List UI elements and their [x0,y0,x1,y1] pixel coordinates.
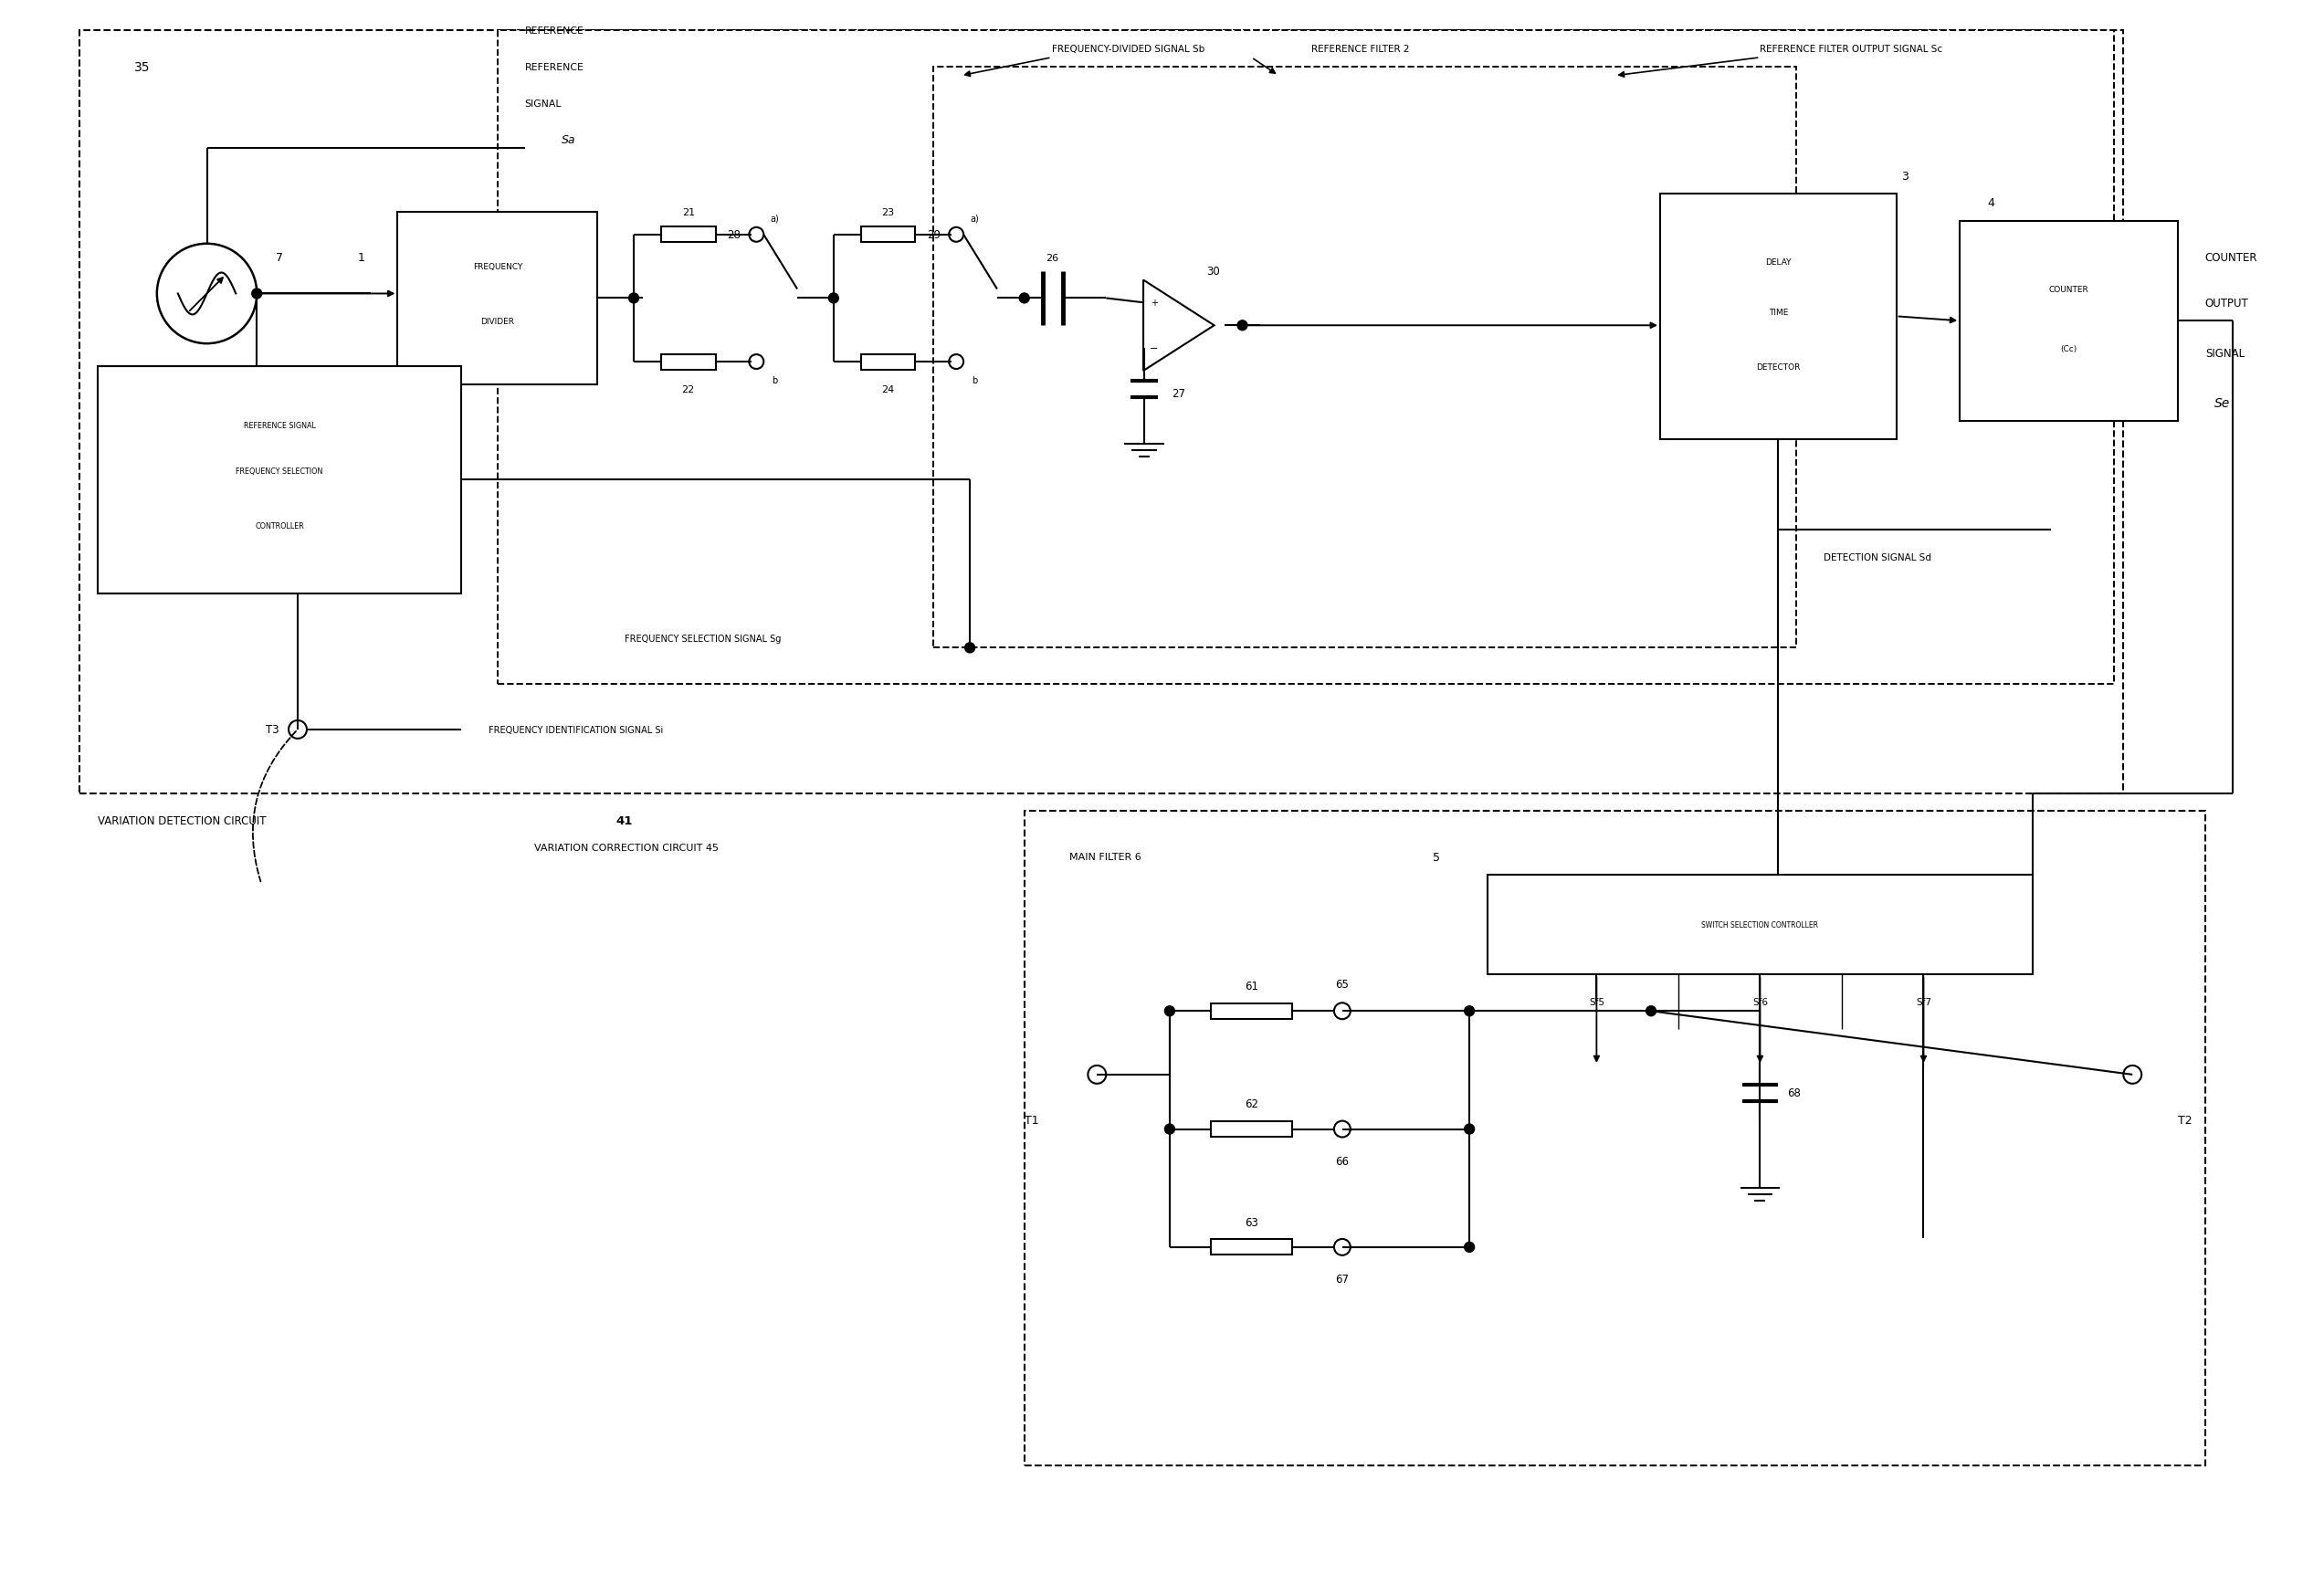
Text: SWITCH SELECTION CONTROLLER: SWITCH SELECTION CONTROLLER [1702,921,1819,929]
Text: MAIN FILTER 6: MAIN FILTER 6 [1071,852,1142,862]
Text: DIVIDER: DIVIDER [481,318,514,326]
Bar [1025,812,2204,1465]
Text: Sf6: Sf6 [1753,997,1769,1007]
Circle shape [1647,1007,1656,1017]
Text: 27: 27 [1172,388,1186,401]
Text: 5: 5 [1432,851,1439,863]
Text: +: + [1152,298,1158,308]
Bar [99,367,461,594]
Text: 22: 22 [682,385,696,394]
Bar [398,212,596,385]
Text: CONTROLLER: CONTROLLER [256,522,304,530]
Text: DELAY: DELAY [1764,259,1792,267]
Polygon shape [1142,281,1214,372]
Text: Sf5: Sf5 [1589,997,1605,1007]
Text: FREQUENCY SELECTION: FREQUENCY SELECTION [235,468,322,476]
Text: 67: 67 [1336,1274,1350,1285]
Text: 66: 66 [1336,1156,1350,1167]
Bar [861,228,914,243]
Bar [1488,875,2034,975]
Text: a): a) [970,214,979,223]
Text: 62: 62 [1244,1098,1257,1109]
Circle shape [1465,1007,1474,1017]
Bar [861,354,914,370]
Text: 4: 4 [1987,198,1994,209]
Text: Se: Se [2213,397,2229,410]
Text: −: − [1149,345,1158,353]
Circle shape [629,294,638,303]
Text: Sf7: Sf7 [1916,997,1932,1007]
Bar [1211,1004,1292,1018]
Circle shape [1465,1124,1474,1135]
Text: 3: 3 [1900,171,1907,182]
Text: T3: T3 [267,725,279,736]
Text: REFERENCE SIGNAL: REFERENCE SIGNAL [244,421,316,429]
Text: 23: 23 [882,207,894,217]
Circle shape [829,294,838,303]
Text: Sa: Sa [562,134,576,145]
Text: 7: 7 [276,252,283,263]
Text: 26: 26 [1046,254,1059,262]
Text: 24: 24 [882,385,894,394]
Text: VARIATION DETECTION CIRCUIT: VARIATION DETECTION CIRCUIT [99,816,267,827]
Text: b: b [772,377,778,385]
Text: 21: 21 [682,207,696,217]
Text: (Cc): (Cc) [2061,345,2077,353]
Circle shape [1020,294,1029,303]
Text: 1: 1 [357,252,364,263]
Circle shape [965,643,974,653]
Text: COUNTER: COUNTER [2204,252,2257,263]
Text: 68: 68 [1787,1087,1801,1100]
Text: TIME: TIME [1769,308,1787,316]
Text: DETECTOR: DETECTOR [1757,362,1801,370]
Text: a): a) [769,214,778,223]
Bar [1660,195,1895,439]
Text: 63: 63 [1244,1216,1257,1227]
Text: COUNTER: COUNTER [2050,286,2089,294]
Text: REFERENCE: REFERENCE [525,62,585,72]
Text: FREQUENCY: FREQUENCY [472,263,523,271]
Text: T2: T2 [2179,1114,2192,1127]
Text: REFERENCE FILTER 2: REFERENCE FILTER 2 [1310,45,1409,54]
Text: 65: 65 [1336,978,1350,990]
Text: VARIATION CORRECTION CIRCUIT 45: VARIATION CORRECTION CIRCUIT 45 [534,843,719,852]
Text: FREQUENCY-DIVIDED SIGNAL Sb: FREQUENCY-DIVIDED SIGNAL Sb [1052,45,1204,54]
Text: DETECTION SIGNAL Sd: DETECTION SIGNAL Sd [1824,552,1932,562]
Circle shape [1237,321,1248,330]
Text: OUTPUT: OUTPUT [2204,297,2248,310]
Bar [81,30,2123,793]
Text: FREQUENCY SELECTION SIGNAL Sg: FREQUENCY SELECTION SIGNAL Sg [624,635,781,643]
Text: FREQUENCY IDENTIFICATION SIGNAL Si: FREQUENCY IDENTIFICATION SIGNAL Si [488,725,663,734]
Text: 29: 29 [926,230,940,241]
Text: 41: 41 [615,816,633,827]
Circle shape [251,289,263,298]
Bar [1211,1240,1292,1254]
Text: REFERENCE: REFERENCE [525,27,585,35]
Circle shape [1465,1242,1474,1253]
Text: 61: 61 [1244,980,1257,991]
Bar [1960,222,2179,421]
Bar [1211,1122,1292,1136]
Bar [661,228,716,243]
Bar [933,67,1796,648]
Text: SIGNAL: SIGNAL [525,99,562,109]
Circle shape [1165,1124,1175,1135]
Text: T1: T1 [1025,1114,1039,1127]
Bar [497,30,2114,685]
Text: 28: 28 [728,230,742,241]
Text: REFERENCE FILTER OUTPUT SIGNAL Sc: REFERENCE FILTER OUTPUT SIGNAL Sc [1759,45,1944,54]
Circle shape [1165,1007,1175,1017]
Text: 30: 30 [1207,265,1221,278]
Text: b: b [972,377,976,385]
Text: 35: 35 [134,61,150,73]
Text: SIGNAL: SIGNAL [2204,348,2245,359]
Bar [661,354,716,370]
